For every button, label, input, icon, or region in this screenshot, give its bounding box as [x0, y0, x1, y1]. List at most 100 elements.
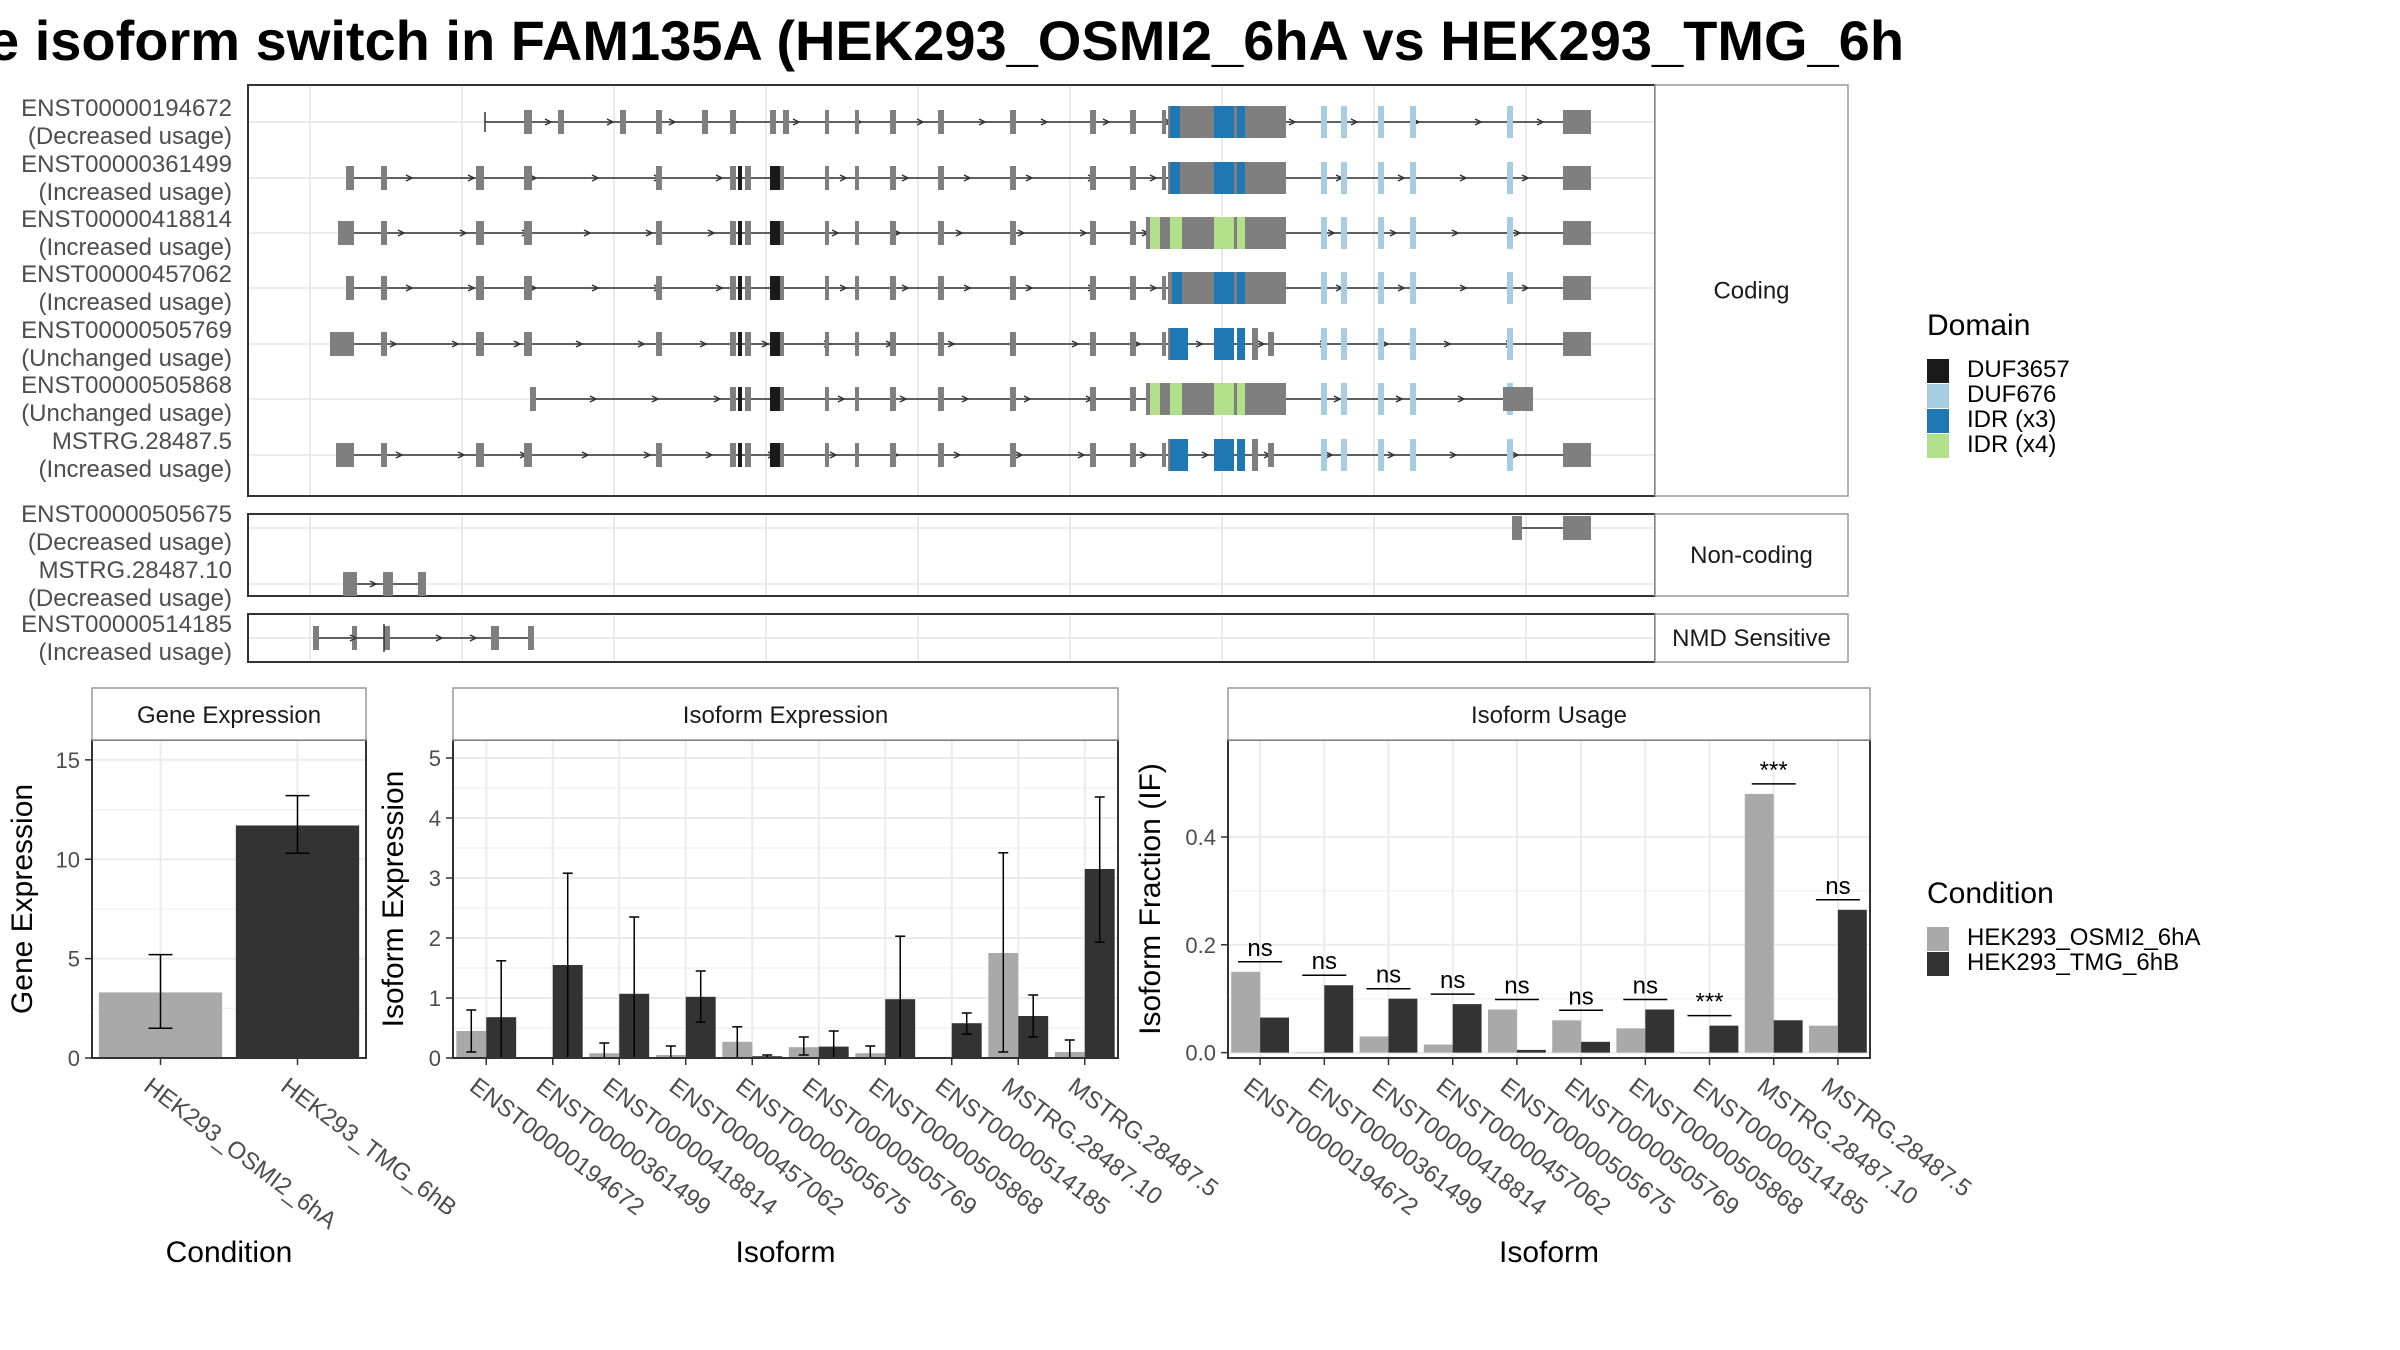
exon — [825, 221, 829, 245]
isoform-id-label: ENST00000514185 — [21, 611, 232, 638]
domain-idrx3 — [1170, 439, 1188, 471]
exon — [656, 221, 662, 245]
exon — [524, 110, 532, 134]
isoform-id-label: ENST00000505675 — [21, 501, 232, 528]
exon — [890, 332, 896, 356]
strand-arrow — [705, 451, 714, 459]
chart-title: Isoform Expression — [683, 702, 888, 729]
y-tick-label: 5 — [429, 746, 441, 771]
strand-arrow — [544, 118, 553, 126]
strand-arrow — [643, 451, 652, 459]
domain-duf3657 — [770, 276, 780, 300]
domain-duf676 — [1507, 162, 1513, 194]
strand-arrow — [916, 118, 925, 126]
domain-duf676 — [1341, 328, 1347, 360]
exon — [938, 221, 944, 245]
exon — [476, 443, 484, 467]
exon — [1010, 166, 1016, 190]
strand-arrow — [589, 395, 598, 403]
exon — [890, 110, 896, 134]
strand-arrow — [1474, 118, 1483, 126]
strand-arrow — [1536, 118, 1545, 126]
strand-arrow — [1102, 118, 1111, 126]
exon — [730, 443, 736, 467]
exon — [1503, 387, 1533, 411]
exon — [656, 166, 662, 190]
exon — [1563, 516, 1591, 540]
domain-duf3657 — [738, 443, 742, 467]
exon — [346, 166, 354, 190]
exon — [783, 110, 789, 134]
exon — [825, 276, 829, 300]
strand-arrow — [1350, 118, 1359, 126]
isoform-id-label: ENST00000361499 — [21, 151, 232, 178]
strand-arrow — [389, 340, 398, 348]
exon — [825, 110, 829, 134]
exon — [656, 332, 662, 356]
exon — [890, 276, 896, 300]
domain-duf676 — [1410, 439, 1416, 471]
strand-arrow — [1397, 174, 1406, 182]
domain-idrx3 — [1170, 328, 1188, 360]
bar — [1552, 1020, 1582, 1053]
exon — [381, 332, 387, 356]
exon — [855, 221, 859, 245]
domain-duf676 — [1321, 106, 1327, 138]
strand-arrow — [1327, 229, 1336, 237]
legend-label: IDR (x3) — [1967, 406, 2056, 433]
exon — [476, 276, 484, 300]
domain-idrx4 — [1214, 217, 1234, 249]
strip — [1654, 513, 1849, 597]
bar — [1837, 909, 1867, 1053]
exon — [1162, 166, 1166, 190]
strand-arrow — [713, 395, 722, 403]
isoform-id-label: ENST00000194672 — [21, 95, 232, 122]
strand-arrow — [1513, 229, 1522, 237]
strand-arrow — [467, 174, 476, 182]
strand-arrow — [955, 229, 964, 237]
domain-idrx4 — [1170, 383, 1182, 415]
exon — [1162, 110, 1166, 134]
domain-idrx3 — [1170, 162, 1180, 194]
exon — [1268, 443, 1274, 467]
bar — [1359, 1036, 1389, 1053]
exon — [745, 221, 751, 245]
strip-label: NMD Sensitive — [1672, 625, 1831, 652]
bar — [1709, 1025, 1739, 1053]
strand-arrow — [837, 395, 846, 403]
significance-label: *** — [1695, 989, 1723, 1016]
strand-arrow — [961, 395, 970, 403]
domain-duf3657 — [770, 332, 780, 356]
strand-arrow — [349, 634, 358, 642]
strand-arrow — [1025, 284, 1034, 292]
y-tick-label: 0.2 — [1185, 933, 1216, 958]
domain-idrx3 — [1214, 106, 1234, 138]
exon — [855, 110, 859, 134]
strand-arrow — [369, 580, 378, 588]
exon — [1090, 166, 1096, 190]
strand-arrow — [1025, 174, 1034, 182]
exon — [1130, 110, 1136, 134]
strand-arrow — [457, 451, 466, 459]
exon — [938, 443, 944, 467]
strand-arrow — [1521, 284, 1530, 292]
bar — [1773, 1020, 1803, 1053]
isoform-usage-label: (Increased usage) — [39, 289, 232, 316]
exon — [1130, 221, 1136, 245]
transcript-track — [1512, 516, 1591, 540]
isoform-id-label: ENST00000418814 — [21, 206, 232, 233]
exon — [381, 166, 387, 190]
domain-duf676 — [1410, 328, 1416, 360]
exon — [491, 626, 499, 650]
exon — [1130, 387, 1136, 411]
x-axis-title: Condition — [166, 1236, 293, 1269]
exon — [825, 166, 829, 190]
exon — [938, 332, 944, 356]
y-tick-label: 0.0 — [1185, 1041, 1216, 1066]
domain-exon — [1252, 328, 1258, 360]
domain-duf676 — [1341, 383, 1347, 415]
exon — [825, 443, 829, 467]
y-tick-label: 0.4 — [1185, 825, 1216, 850]
strand-arrow — [839, 174, 848, 182]
domain-duf3657 — [738, 332, 742, 356]
